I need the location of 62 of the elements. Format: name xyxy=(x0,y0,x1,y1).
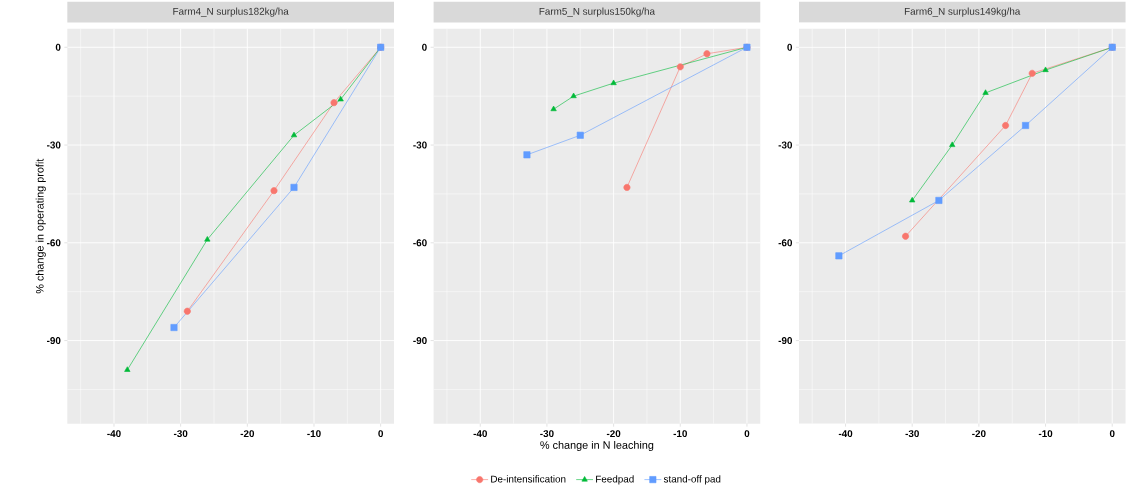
point xyxy=(170,324,178,332)
y-tick-label: -30 xyxy=(778,141,793,149)
point xyxy=(623,183,631,191)
point xyxy=(550,105,557,112)
point xyxy=(330,99,338,107)
point xyxy=(1002,122,1010,129)
x-tick-label: 0 xyxy=(378,430,384,438)
y-tick-label: -90 xyxy=(47,337,61,345)
y-tick-label: -90 xyxy=(413,337,427,345)
x-tick-label: -20 xyxy=(606,430,621,438)
x-tick-label: 0 xyxy=(1109,430,1115,438)
point xyxy=(290,183,298,191)
x-tick-label: -20 xyxy=(240,430,255,438)
x-tick-label: 0 xyxy=(744,430,750,438)
point xyxy=(949,141,956,147)
point xyxy=(183,307,191,315)
point xyxy=(902,232,910,240)
x-tick-label: -10 xyxy=(673,430,687,438)
legend-label: stand-off pad xyxy=(663,475,721,485)
legend-label: Feedpad xyxy=(596,475,634,485)
point xyxy=(676,63,684,71)
y-tick-label: 0 xyxy=(422,43,427,51)
x-tick-label: -40 xyxy=(838,430,853,438)
y-axis-title: % change in operating profit xyxy=(35,158,46,294)
point xyxy=(835,252,843,260)
point xyxy=(610,79,617,86)
y-tick-label: 0 xyxy=(787,43,793,51)
y-tick-label: -60 xyxy=(47,239,61,247)
point xyxy=(1042,66,1049,72)
point xyxy=(703,50,711,58)
chart-title: Farm6_N surplus149kg/ha xyxy=(904,7,1021,17)
y-tick-label: -60 xyxy=(413,239,427,247)
point xyxy=(1028,69,1036,77)
x-tick-label: -20 xyxy=(972,430,986,438)
x-tick-label: -40 xyxy=(473,430,487,438)
point xyxy=(1022,122,1030,129)
x-tick-label: -30 xyxy=(173,430,188,438)
x-tick-label: -40 xyxy=(107,430,121,438)
point xyxy=(204,236,211,242)
chart-title: Farm4_N surplus182kg/ha xyxy=(173,7,289,17)
point xyxy=(982,89,989,95)
y-tick-label: 0 xyxy=(55,43,61,51)
point xyxy=(909,197,916,203)
x-tick-label: -10 xyxy=(307,430,321,438)
point xyxy=(337,95,344,102)
point xyxy=(270,187,278,195)
point xyxy=(523,151,531,159)
x-axis-title: % change in N leaching xyxy=(540,440,654,452)
chart-title: Farm5_N surplus150kg/ha xyxy=(539,7,656,17)
y-tick-label: -90 xyxy=(778,337,793,345)
x-tick-label: -10 xyxy=(1038,430,1053,438)
x-tick-label: -30 xyxy=(905,430,919,438)
legend-label: De-intensification xyxy=(491,475,566,483)
y-tick-label: -30 xyxy=(413,141,427,149)
point xyxy=(570,92,577,99)
x-tick-label: -30 xyxy=(540,430,554,438)
y-tick-label: -60 xyxy=(778,239,793,247)
point xyxy=(576,131,584,139)
y-tick-label: -30 xyxy=(47,141,61,149)
point xyxy=(935,197,943,204)
point xyxy=(124,366,131,372)
point xyxy=(290,131,298,138)
